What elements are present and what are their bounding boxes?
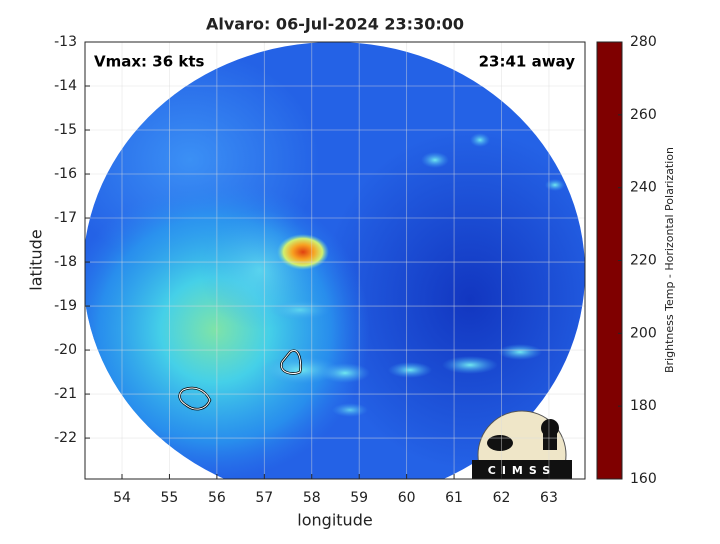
x-tick-label: 58 <box>303 490 321 506</box>
logo: CIMSS <box>472 410 572 479</box>
y-axis-label: latitude <box>27 229 46 290</box>
colorbar-tick-label: 200 <box>630 325 657 341</box>
x-tick-label: 56 <box>208 490 226 506</box>
y-tick-label: -20 <box>54 342 77 358</box>
x-tick-label: 55 <box>161 490 179 506</box>
y-tick-label: -14 <box>54 78 77 94</box>
x-tick-label: 63 <box>540 490 558 506</box>
annotation: 23:41 away <box>479 53 576 71</box>
y-tick-label: -15 <box>54 122 77 138</box>
colorbar-label: Brightness Temp - Horizontal Polarizatio… <box>663 147 676 373</box>
logo-text: CIMSS <box>488 464 556 477</box>
x-tick-label: 62 <box>493 490 511 506</box>
y-tick-label: -17 <box>54 210 77 226</box>
colorbar-tick-label: 240 <box>630 180 657 196</box>
colorbar-tick-label: 220 <box>630 253 657 269</box>
chart-title: Alvaro: 06-Jul-2024 23:30:00 <box>206 15 464 34</box>
colorbar <box>596 41 623 480</box>
annotation: Vmax: 36 kts <box>94 53 204 71</box>
y-tick-label: -18 <box>54 254 77 270</box>
x-tick-label: 61 <box>445 490 463 506</box>
colorbar-tick-label: 180 <box>630 398 657 414</box>
x-tick-label: 60 <box>398 490 416 506</box>
colorbar-tick-label: 160 <box>630 471 657 487</box>
x-axis-label: longitude <box>297 511 372 530</box>
axes-box <box>84 41 586 480</box>
colorbar-tick-label: 260 <box>630 107 657 123</box>
x-tick-label: 57 <box>255 490 273 506</box>
y-tick-label: -21 <box>54 386 77 402</box>
y-tick-label: -16 <box>54 166 77 182</box>
x-tick-label: 59 <box>350 490 368 506</box>
y-tick-label: -22 <box>54 430 77 446</box>
colorbar-tick-label: 280 <box>630 34 657 50</box>
y-tick-label: -19 <box>54 298 77 314</box>
y-tick-label: -13 <box>54 34 77 50</box>
x-tick-label: 54 <box>113 490 131 506</box>
